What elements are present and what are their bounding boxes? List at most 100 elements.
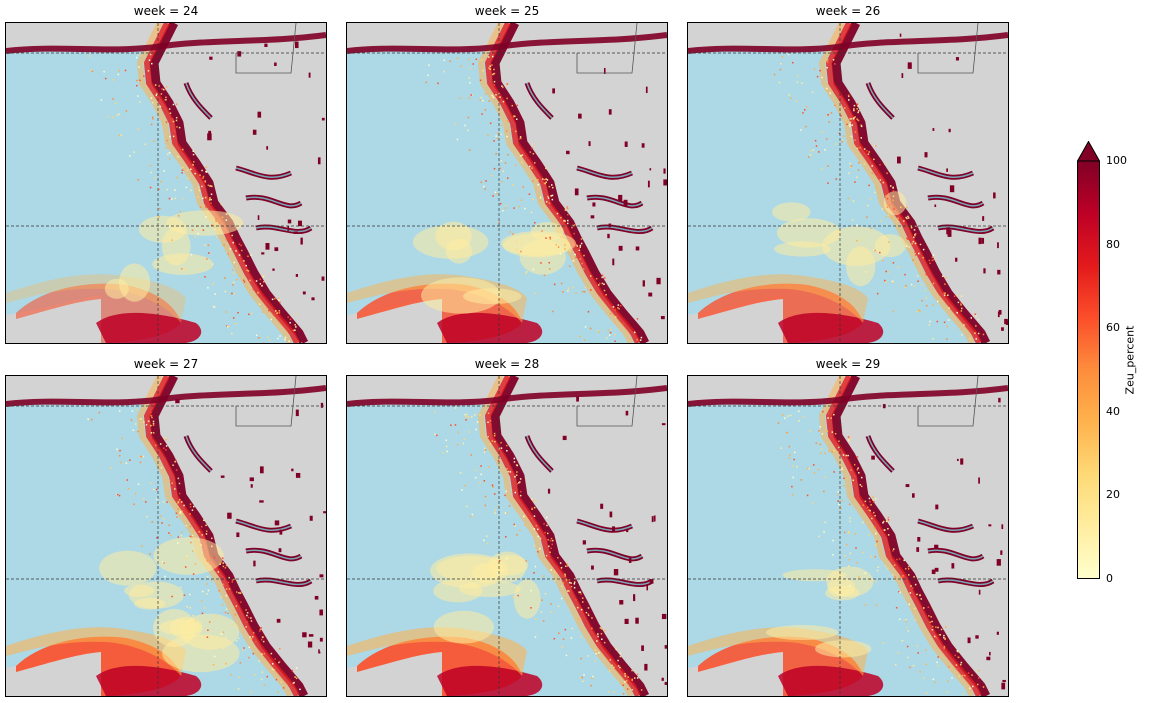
speck bbox=[946, 338, 948, 340]
speck bbox=[912, 587, 914, 589]
lake-speck bbox=[308, 72, 311, 78]
speck bbox=[147, 420, 150, 422]
speck bbox=[225, 637, 227, 639]
speck bbox=[960, 663, 962, 666]
speck bbox=[268, 660, 271, 663]
lake-speck bbox=[989, 651, 991, 656]
speck bbox=[289, 322, 291, 324]
speck bbox=[631, 678, 634, 681]
speck bbox=[168, 157, 171, 160]
speck bbox=[159, 515, 162, 517]
speck bbox=[927, 606, 930, 609]
coastline-low bbox=[478, 376, 634, 696]
speck bbox=[161, 561, 164, 563]
north-fringe bbox=[347, 32, 667, 54]
lake-speck bbox=[250, 484, 253, 488]
speck bbox=[891, 280, 894, 283]
lake-speck bbox=[612, 526, 616, 532]
speck bbox=[551, 577, 554, 580]
speck bbox=[929, 621, 931, 623]
speck bbox=[493, 434, 496, 437]
coastline-low bbox=[819, 376, 975, 696]
offshore-patch bbox=[766, 624, 839, 641]
speck bbox=[210, 545, 213, 548]
speck bbox=[494, 512, 496, 514]
speck bbox=[238, 254, 241, 256]
speck bbox=[139, 101, 141, 103]
speck bbox=[482, 99, 484, 102]
speck bbox=[596, 640, 598, 642]
speck bbox=[275, 678, 278, 681]
speck bbox=[197, 186, 200, 189]
speck bbox=[202, 197, 204, 200]
speck bbox=[550, 184, 553, 186]
speck bbox=[493, 73, 495, 75]
speck bbox=[858, 576, 860, 578]
north-fringe bbox=[6, 32, 326, 54]
speck bbox=[498, 560, 501, 562]
speck bbox=[533, 506, 536, 509]
speck bbox=[557, 605, 560, 607]
speck bbox=[546, 179, 549, 181]
speck bbox=[545, 516, 548, 519]
river bbox=[927, 196, 984, 207]
speck bbox=[872, 511, 875, 514]
speck bbox=[210, 565, 212, 567]
lake-speck bbox=[302, 291, 306, 295]
offshore-patch bbox=[463, 288, 522, 305]
speck bbox=[784, 417, 786, 419]
speck bbox=[946, 691, 949, 693]
speck bbox=[537, 179, 539, 181]
speck bbox=[180, 501, 183, 503]
speck bbox=[914, 233, 917, 235]
speck bbox=[491, 64, 493, 66]
speck bbox=[497, 132, 499, 134]
speck bbox=[885, 235, 888, 237]
speck bbox=[931, 629, 934, 631]
lake-speck bbox=[624, 618, 629, 624]
speck bbox=[583, 339, 586, 341]
speck bbox=[499, 202, 502, 205]
speck bbox=[838, 440, 840, 443]
speck bbox=[532, 254, 534, 256]
speck bbox=[221, 557, 224, 559]
speck bbox=[220, 596, 222, 598]
speck bbox=[442, 452, 444, 454]
speck bbox=[262, 281, 265, 283]
speck bbox=[252, 632, 255, 634]
lake-speck bbox=[293, 231, 299, 234]
speck bbox=[516, 534, 518, 536]
speck bbox=[484, 447, 486, 450]
offshore-patch bbox=[883, 191, 907, 216]
speck bbox=[528, 193, 531, 196]
speck bbox=[207, 589, 210, 592]
speck bbox=[505, 130, 508, 132]
speck bbox=[149, 164, 152, 167]
speck bbox=[914, 619, 916, 621]
speck bbox=[508, 505, 511, 507]
speck bbox=[895, 607, 898, 609]
lake-speck bbox=[635, 617, 639, 624]
speck bbox=[591, 627, 593, 630]
speck bbox=[863, 163, 866, 165]
speck bbox=[465, 413, 468, 416]
speck bbox=[507, 119, 509, 122]
speck bbox=[297, 340, 299, 343]
speck bbox=[913, 236, 915, 239]
speck bbox=[183, 504, 185, 507]
speck bbox=[868, 509, 870, 511]
speck bbox=[550, 537, 553, 540]
lake-speck bbox=[916, 547, 920, 552]
coastline-mid bbox=[826, 376, 982, 696]
speck bbox=[520, 199, 523, 201]
speck bbox=[136, 408, 138, 411]
speck bbox=[553, 571, 556, 573]
speck bbox=[951, 677, 953, 679]
lake-speck bbox=[998, 397, 1001, 403]
speck bbox=[910, 225, 912, 227]
speck bbox=[922, 248, 925, 251]
map-week-28 bbox=[346, 375, 668, 697]
speck bbox=[809, 153, 812, 156]
speck bbox=[140, 455, 143, 458]
speck bbox=[487, 421, 489, 424]
